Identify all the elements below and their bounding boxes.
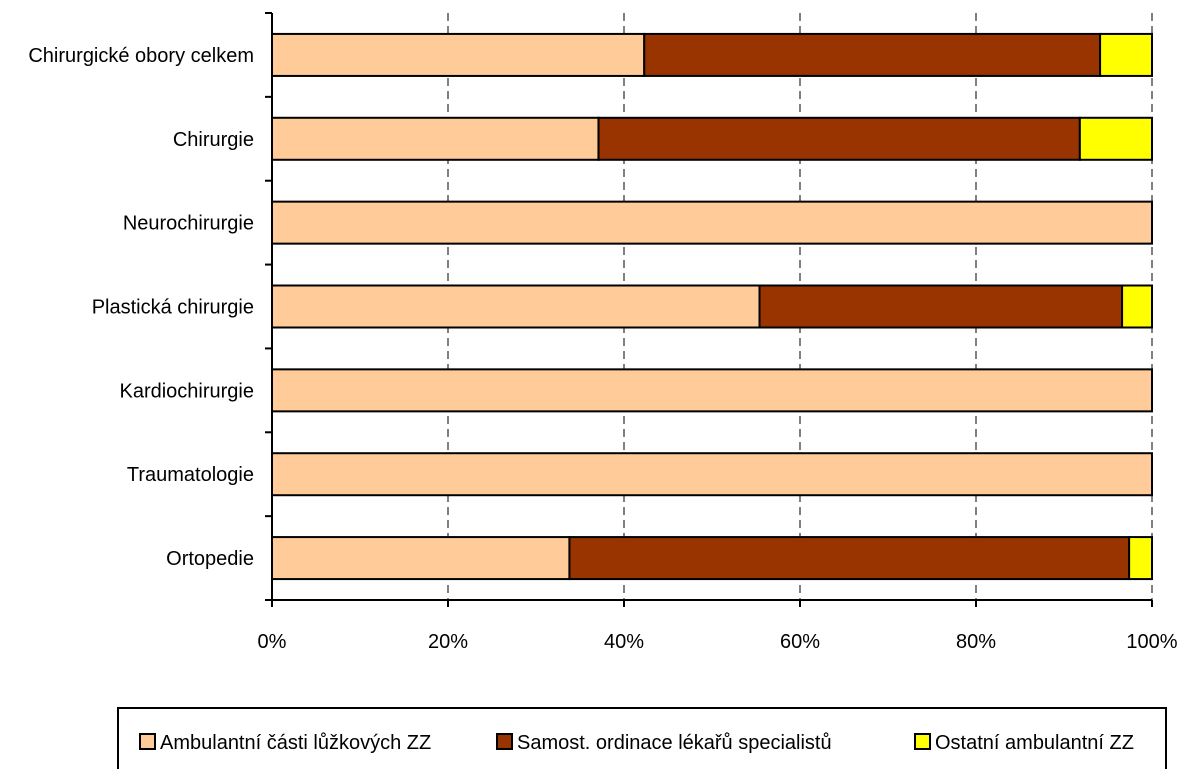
- bar-segment: [643, 32, 1102, 77]
- bar-segment: [271, 368, 1153, 413]
- x-tick-label: 0%: [258, 631, 287, 653]
- category-label: Traumatologie: [127, 464, 254, 486]
- category-label: Kardiochirurgie: [119, 380, 254, 402]
- legend-label: Ambulantní části lůžkových ZZ: [160, 732, 431, 754]
- bar-segment: [1121, 284, 1153, 329]
- x-tick-label: 80%: [956, 631, 996, 653]
- legend-label: Samost. ordinace lékařů specialistů: [517, 732, 832, 754]
- category-label: Plastická chirurgie: [92, 297, 254, 319]
- legend-swatch: [139, 733, 156, 750]
- axes-layer: [265, 12, 1153, 607]
- bar-segment: [1099, 32, 1153, 77]
- x-tick-label: 40%: [604, 631, 644, 653]
- category-label: Ortopedie: [166, 548, 254, 570]
- bars-layer: [271, 32, 1153, 581]
- bar-segment: [271, 536, 571, 581]
- category-label: Chirurgie: [173, 129, 254, 151]
- legend: Ambulantní části lůžkových ZZ Samost. ord…: [117, 707, 1167, 771]
- bar-segment: [271, 116, 600, 161]
- bar-segment: [568, 536, 1131, 581]
- legend-swatch: [914, 733, 931, 750]
- x-tick-label: 60%: [780, 631, 820, 653]
- legend-label: Ostatní ambulantní ZZ: [935, 732, 1134, 754]
- bar-segment: [758, 284, 1124, 329]
- labels-layer: Chirurgické obory celkem Chirurgie Neuroch…: [28, 45, 1177, 653]
- x-tick-label: 100%: [1126, 631, 1177, 653]
- bar-segment: [271, 284, 761, 329]
- legend-swatch: [496, 733, 513, 750]
- category-label: Chirurgické obory celkem: [28, 45, 254, 67]
- bar-segment: [1128, 536, 1153, 581]
- x-tick-label: 20%: [428, 631, 468, 653]
- bar-segment: [271, 32, 646, 77]
- bar-segment: [1078, 116, 1153, 161]
- bar-segment: [271, 200, 1153, 245]
- bar-segment: [597, 116, 1081, 161]
- bar-segment: [271, 452, 1153, 497]
- category-label: Neurochirurgie: [123, 213, 254, 235]
